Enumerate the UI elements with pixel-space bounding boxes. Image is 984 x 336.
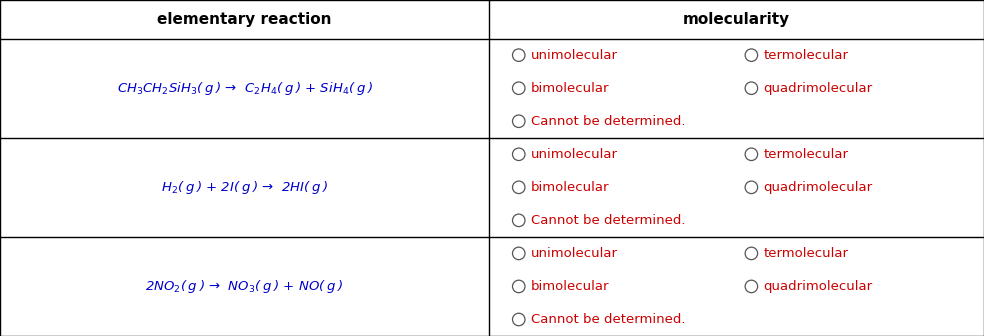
Text: quadrimolecular: quadrimolecular xyxy=(764,82,873,95)
Text: H$_2$( g ) + 2I( g ) →  2HI( g ): H$_2$( g ) + 2I( g ) → 2HI( g ) xyxy=(161,179,328,196)
Text: elementary reaction: elementary reaction xyxy=(157,12,332,27)
Text: Cannot be determined.: Cannot be determined. xyxy=(531,214,686,227)
Text: 2NO$_2$( g ) →  NO$_3$( g ) + NO( g ): 2NO$_2$( g ) → NO$_3$( g ) + NO( g ) xyxy=(146,278,343,295)
Text: Cannot be determined.: Cannot be determined. xyxy=(531,115,686,128)
Text: unimolecular: unimolecular xyxy=(531,148,618,161)
Text: termolecular: termolecular xyxy=(764,148,848,161)
Text: quadrimolecular: quadrimolecular xyxy=(764,280,873,293)
Text: quadrimolecular: quadrimolecular xyxy=(764,181,873,194)
Text: termolecular: termolecular xyxy=(764,49,848,62)
Text: unimolecular: unimolecular xyxy=(531,49,618,62)
Text: unimolecular: unimolecular xyxy=(531,247,618,260)
Text: Cannot be determined.: Cannot be determined. xyxy=(531,313,686,326)
Text: termolecular: termolecular xyxy=(764,247,848,260)
Text: CH$_3$CH$_2$SiH$_3$( g ) →  C$_2$H$_4$( g ) + SiH$_4$( g ): CH$_3$CH$_2$SiH$_3$( g ) → C$_2$H$_4$( g… xyxy=(116,80,373,97)
Text: bimolecular: bimolecular xyxy=(531,181,609,194)
Text: molecularity: molecularity xyxy=(683,12,790,27)
Text: bimolecular: bimolecular xyxy=(531,280,609,293)
Text: bimolecular: bimolecular xyxy=(531,82,609,95)
